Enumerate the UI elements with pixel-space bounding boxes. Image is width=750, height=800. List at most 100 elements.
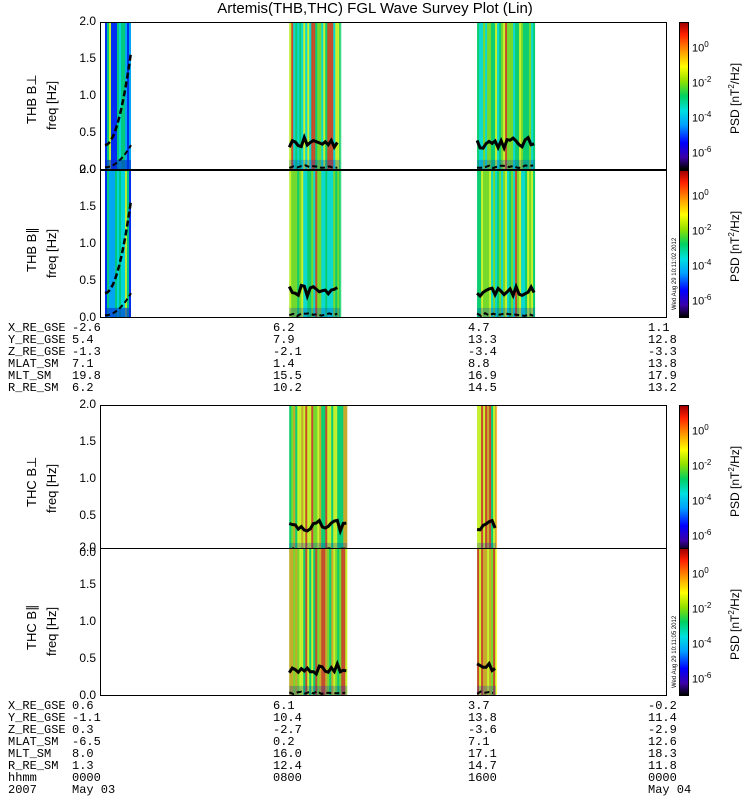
spectrogram-column [125,171,128,317]
ephemeris-value: -2.6 [72,321,101,335]
spectrogram-column [309,549,312,695]
colorbar-tick-exponent: -4 [704,109,712,119]
spectrogram-column [301,406,304,552]
spectrogram-column [327,23,330,169]
colorbar-label-unit: /Hz] [728,210,742,233]
spectrogram-column [333,171,336,317]
y-tick-label: 1.0 [79,614,96,628]
spectrogram-column [527,23,530,169]
spectrogram-column [303,406,306,552]
gyrofrequency-line [476,518,497,532]
ephemeris-value: 0.3 [72,723,94,737]
spectrogram-column [501,23,504,169]
ephemeris-row: MLT_SM 19.8 15.5 16.9 17.9 [8,370,748,382]
spectrogram-column [509,171,512,317]
ephemeris-value: -3.4 [468,345,497,359]
ephemeris-value: 16.0 [273,747,302,761]
date-label: May 04 [648,783,692,797]
data-segment [476,549,498,695]
spectrogram-column [519,171,522,317]
ephemeris-value: 7.1 [468,735,490,749]
helium-gyrofrequency-line [476,312,534,317]
ephemeris-row: Y_RE_GSE -1.1 10.4 13.8 11.4 [8,712,748,724]
colorbar-tick-label: 10-2 [692,458,711,473]
spectrogram-column [107,23,110,169]
spectrogram-column [109,23,112,169]
spectrogram-column [481,23,484,169]
spectrogram-column [113,23,116,169]
low-frequency-band [477,685,497,695]
colorbar [679,548,689,696]
spectrogram-column [477,549,480,695]
low-frequency-band [105,307,132,317]
y-axis-freq-label: freq [Hz] [44,606,59,656]
colorbar-label: PSD [nT2/Hz] [727,63,742,134]
y-tick-label: 0.0 [79,310,96,324]
ephemeris-value: 17.1 [468,747,497,761]
spectrogram-column [477,171,480,317]
spectrogram-column [323,549,326,695]
spectrogram-column [489,549,492,695]
ephemeris-value: -6.5 [72,735,101,749]
spectrogram-column [521,23,524,169]
spectrogram-column [485,23,488,169]
y-tick-label: 1.0 [79,471,96,485]
spectrogram-column [495,23,498,169]
colorbar-tick-base: 10 [692,112,705,125]
y-tick-label: 1.5 [79,199,96,213]
spectrogram-column [525,23,528,169]
colorbar-label-unit: /Hz] [728,445,742,468]
spectrogram-column [531,23,534,169]
colorbar-tick-base: 10 [692,495,705,508]
ephemeris-label: Y_RE_GSE [8,711,66,725]
data-segment [475,23,536,169]
colorbar-tick-exponent: 0 [704,40,709,50]
spectrogram-column [335,171,338,317]
spectrogram-column [479,171,482,317]
spectrogram-column [333,549,336,695]
colorbar-tick-label: 10-6 [692,293,711,308]
spectrogram-column [335,406,338,552]
spectrogram-column [533,171,536,317]
y-tick-label: 0.5 [79,508,96,522]
colorbar-tick-base: 10 [692,77,705,90]
spectrogram-panel-2 [100,170,667,318]
spectrogram-column [517,171,520,317]
ephemeris-row: Y_RE_GSE 5.4 7.9 13.3 12.8 [8,334,748,346]
spectrogram-column [305,171,308,317]
spectrogram-column [483,406,486,552]
spectrogram-column [129,23,132,169]
colorbar-tick-label: 100 [692,566,709,581]
spectrogram-column [479,549,482,695]
spectrogram-column [331,549,334,695]
ephemeris-value: -2.7 [273,723,302,737]
spectrogram-column [311,549,314,695]
spectrogram-column [331,23,334,169]
low-frequency-band [289,685,348,695]
y-axis-freq-label: freq [Hz] [44,80,59,130]
colorbar-tick-exponent: -6 [704,292,712,302]
ephemeris-value: 8.0 [72,747,94,761]
spectrogram-column [295,23,298,169]
spectrogram-column [323,23,326,169]
data-segment [104,171,133,317]
colorbar-tick-exponent: -4 [704,257,712,267]
y-tick-label: 1.0 [79,236,96,250]
spectrogram-column [489,171,492,317]
spectrogram-column [311,171,314,317]
spectrogram-column [333,406,336,552]
gyrofrequency-line [287,132,339,151]
spectrogram-column [333,23,336,169]
ephemeris-value: 10.4 [273,711,302,725]
helium-gyrofrequency-line [289,312,338,317]
spectrogram-panel-3 [100,405,667,553]
y-tick-label: 1.5 [79,51,96,65]
spectrogram-column [319,23,322,169]
colorbar-tick-base: 10 [692,190,705,203]
ephemeris-value: 0.6 [72,699,94,713]
spectrogram-column [291,406,294,552]
ephemeris-row: MLAT_SM -6.5 0.2 7.1 12.6 [8,736,748,748]
ephemeris-value: 3.7 [468,699,490,713]
y-axis-freq-label: freq [Hz] [44,463,59,513]
ephemeris-value: -3.6 [468,723,497,737]
